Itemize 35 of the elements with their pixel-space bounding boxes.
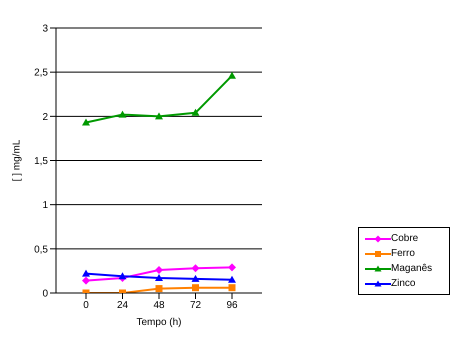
point xyxy=(156,285,162,292)
point xyxy=(82,118,90,126)
point xyxy=(192,274,200,282)
x-tick-label: 96 xyxy=(226,300,238,312)
point xyxy=(228,72,236,79)
x-axis-title: Tempo (h) xyxy=(136,317,182,328)
point xyxy=(228,263,236,272)
y-tick-label: 3 xyxy=(42,24,48,35)
y-tick-label: 2 xyxy=(42,112,48,123)
x-tick-label: 0 xyxy=(83,300,90,312)
point xyxy=(82,270,90,277)
point xyxy=(118,110,126,118)
point xyxy=(192,284,199,292)
point xyxy=(155,112,163,120)
y-tick-label: 1 xyxy=(42,200,48,212)
point xyxy=(118,272,126,280)
point xyxy=(228,284,236,292)
x-tick-label: 48 xyxy=(153,300,165,312)
legend-label: Ferro xyxy=(391,248,415,259)
legend-label: Maganês xyxy=(391,263,432,274)
x-tick-label: 72 xyxy=(190,300,202,312)
point xyxy=(155,266,163,274)
point xyxy=(192,108,200,116)
legend-label: Zinco xyxy=(391,278,416,289)
legend-label: Cobre xyxy=(391,233,418,244)
y-tick-label: 1,5 xyxy=(34,156,48,168)
point xyxy=(228,276,236,283)
y-tick-label: 2,5 xyxy=(34,68,48,79)
point xyxy=(82,276,90,285)
y-tick-label: 0 xyxy=(42,288,48,300)
point xyxy=(192,264,200,272)
y-axis-title: [ ] mg/mL xyxy=(12,139,23,182)
point xyxy=(155,274,163,281)
x-tick-label: 24 xyxy=(116,300,128,312)
y-tick-label: 0,5 xyxy=(34,244,48,256)
